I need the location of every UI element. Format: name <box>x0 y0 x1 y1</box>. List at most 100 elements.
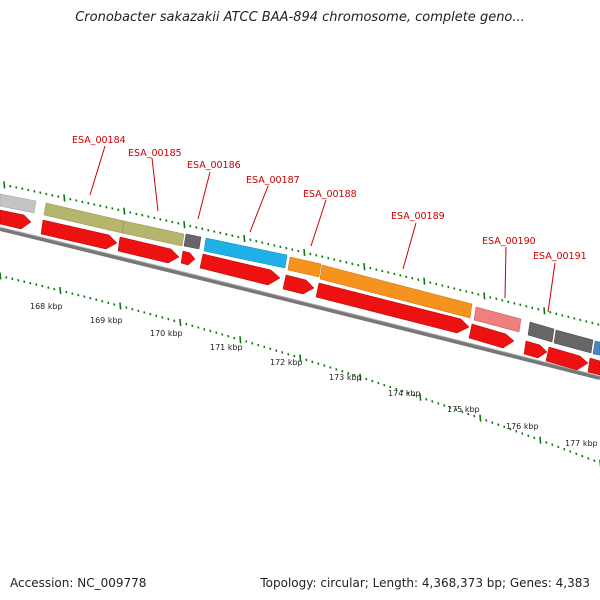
cds-arrow[interactable] <box>180 250 196 266</box>
cds-arrow[interactable] <box>117 236 180 264</box>
minor-tick <box>453 287 456 290</box>
minor-tick <box>429 281 432 284</box>
gene-label-esa-00185[interactable]: ESA_00185 <box>128 148 182 159</box>
minor-tick <box>305 358 308 362</box>
major-tick <box>239 336 242 344</box>
feature-lane-upper <box>0 193 600 356</box>
minor-tick <box>437 402 440 405</box>
cds-arrow[interactable] <box>587 357 600 376</box>
gene-label-esa-00188[interactable]: ESA_00188 <box>303 189 357 200</box>
minor-tick <box>27 188 30 192</box>
gene-block-esa-00188[interactable] <box>287 256 322 278</box>
major-tick <box>363 263 366 271</box>
gene-block-gray[interactable] <box>0 193 37 214</box>
gene-block-esa-00186[interactable] <box>183 233 202 250</box>
minor-tick <box>233 336 236 340</box>
major-tick <box>59 287 62 295</box>
minor-tick <box>435 282 438 286</box>
minor-tick <box>281 351 284 354</box>
minor-tick <box>333 258 336 261</box>
gene-label-esa-00187[interactable]: ESA_00187 <box>246 175 300 186</box>
cds-arrow[interactable] <box>0 209 32 230</box>
major-tick <box>0 272 2 280</box>
minor-tick <box>263 345 266 349</box>
minor-tick <box>417 278 420 282</box>
minor-tick <box>353 373 356 377</box>
leader-line <box>249 185 269 233</box>
minor-tick <box>371 379 374 383</box>
cds-arrow[interactable] <box>468 323 515 349</box>
minor-tick <box>323 364 326 367</box>
minor-tick <box>389 385 392 389</box>
minor-tick <box>521 432 524 435</box>
minor-tick <box>159 217 162 221</box>
cds-arrow[interactable] <box>199 253 281 286</box>
minor-tick <box>327 256 330 260</box>
minor-tick <box>387 271 390 274</box>
gene-label-esa-00189[interactable]: ESA_00189 <box>391 211 445 222</box>
minor-tick <box>401 389 404 393</box>
gene-block-esa-00190[interactable] <box>473 306 522 333</box>
minor-tick <box>407 391 410 395</box>
minor-tick <box>477 293 480 296</box>
leader-line <box>402 222 417 270</box>
kbp-label: 173 kbp <box>329 373 362 382</box>
major-tick <box>483 292 486 300</box>
gene-label-esa-00190[interactable]: ESA_00190 <box>482 236 536 247</box>
major-tick <box>3 181 6 189</box>
minor-tick <box>593 459 596 463</box>
cds-arrow[interactable] <box>40 219 118 250</box>
minor-tick <box>35 283 38 286</box>
minor-tick <box>503 425 506 429</box>
cds-lane <box>0 209 600 376</box>
minor-tick <box>491 421 494 424</box>
minor-tick <box>573 317 576 320</box>
minor-tick <box>155 314 158 318</box>
major-tick <box>539 436 542 444</box>
gene-block-esa-00185[interactable] <box>121 220 185 247</box>
cds-arrow[interactable] <box>315 282 470 334</box>
minor-tick <box>171 220 174 224</box>
gene-block-esa-00191[interactable] <box>527 321 555 343</box>
minor-tick <box>143 311 146 314</box>
gene-block-esa-00187[interactable] <box>203 237 288 269</box>
major-tick <box>179 318 182 326</box>
minor-tick <box>21 187 24 191</box>
minor-tick <box>275 349 278 352</box>
minor-tick <box>53 287 56 291</box>
minor-tick <box>567 315 570 319</box>
minor-tick <box>5 276 8 279</box>
minor-tick <box>561 314 564 317</box>
minor-tick <box>209 329 212 333</box>
minor-tick <box>75 199 78 202</box>
gene-label-esa-00184[interactable]: ESA_00184 <box>72 135 126 146</box>
cds-arrow[interactable] <box>282 274 315 295</box>
minor-tick <box>137 309 140 313</box>
minor-tick <box>383 383 386 387</box>
accession-text: Accession: NC_009778 <box>10 576 147 590</box>
minor-tick <box>555 312 558 316</box>
cds-arrow[interactable] <box>523 340 548 359</box>
inner-tick-ring <box>0 272 600 467</box>
gene-block-gray-dark[interactable] <box>553 329 594 354</box>
minor-tick <box>431 400 434 403</box>
minor-tick <box>189 224 192 228</box>
minor-tick <box>269 347 272 351</box>
minor-tick <box>149 312 152 316</box>
gene-block-blue-edge[interactable] <box>592 340 600 356</box>
kbp-label: 174 kbp <box>388 389 421 398</box>
minor-tick <box>405 275 408 279</box>
minor-tick <box>581 454 584 458</box>
minor-tick <box>365 377 368 381</box>
cds-arrow[interactable] <box>545 346 589 371</box>
gene-label-esa-00191[interactable]: ESA_00191 <box>533 251 587 262</box>
minor-tick <box>23 280 26 284</box>
gene-label-esa-00186[interactable]: ESA_00186 <box>187 160 241 171</box>
minor-tick <box>291 248 294 251</box>
minor-tick <box>345 261 348 264</box>
minor-tick <box>285 246 288 250</box>
kbp-label: 171 kbp <box>210 343 243 352</box>
gene-block-esa-00189[interactable] <box>319 264 473 319</box>
major-tick <box>419 393 422 401</box>
minor-tick <box>141 213 144 217</box>
